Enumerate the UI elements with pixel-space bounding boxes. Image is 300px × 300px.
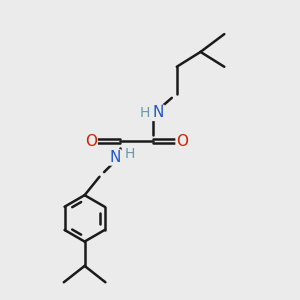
Text: O: O [176, 134, 188, 148]
Text: O: O [85, 134, 97, 148]
Text: N: N [109, 150, 121, 165]
Text: H: H [124, 148, 135, 161]
Text: H: H [140, 106, 150, 120]
Text: N: N [153, 105, 164, 120]
